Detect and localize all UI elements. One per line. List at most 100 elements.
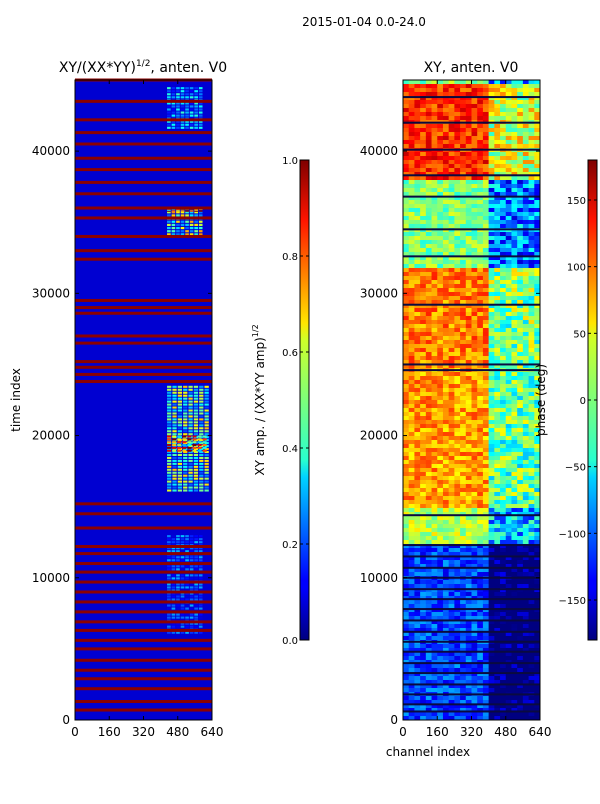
heatmap-cell (522, 644, 530, 649)
heatmap-cell (431, 556, 438, 561)
heatmap-cell (414, 716, 421, 721)
heatmap-cell (528, 392, 535, 397)
heatmap-cell (425, 584, 433, 589)
x-tick-label: 480 (494, 725, 517, 739)
heatmap-cell (454, 316, 461, 321)
heatmap-cell (414, 396, 421, 401)
heatmap-cell (482, 528, 490, 533)
heatmap-cell (408, 356, 415, 361)
heatmap-cell (482, 716, 490, 721)
heatmap-cell (528, 248, 535, 253)
heatmap-cell (500, 232, 507, 237)
heatmap-cell (414, 100, 421, 105)
heatmap-cell (180, 111, 185, 114)
heatmap-cell (517, 456, 524, 461)
heatmap-cell (477, 204, 484, 209)
heatmap-cell (505, 356, 512, 361)
heatmap-cell (425, 372, 433, 377)
heatmap-cell (500, 384, 507, 389)
heatmap-cell (171, 595, 176, 598)
heatmap-cell (500, 644, 507, 649)
heatmap-cell (534, 484, 541, 489)
flagged-row (75, 131, 212, 135)
heatmap-cell (420, 496, 427, 501)
heatmap-cell (505, 380, 512, 385)
heatmap-cell (471, 168, 478, 173)
heatmap-cell (425, 600, 433, 605)
heatmap-cell (188, 453, 193, 456)
heatmap-cell (425, 504, 433, 509)
heatmap-cell (420, 168, 427, 173)
heatmap-cell (517, 196, 524, 201)
heatmap-cell (465, 124, 472, 129)
heatmap-cell (408, 196, 415, 201)
heatmap-cell (185, 214, 189, 217)
heatmap-cell (437, 400, 444, 405)
heatmap-cell (437, 272, 444, 277)
heatmap-cell (167, 595, 171, 598)
heatmap-cell (500, 108, 507, 113)
heatmap-cell (408, 572, 415, 577)
heatmap-cell (488, 696, 495, 701)
heatmap-cell (185, 541, 189, 544)
heatmap-cell (494, 568, 501, 573)
heatmap-cell (511, 292, 518, 297)
heatmap-cell (477, 512, 484, 517)
heatmap-cell (194, 595, 198, 598)
heatmap-cell (477, 436, 484, 441)
heatmap-cell (199, 415, 204, 418)
heatmap-cell (408, 512, 415, 517)
heatmap-cell (189, 120, 194, 123)
heatmap-cell (505, 512, 512, 517)
heatmap-cell (194, 565, 198, 568)
heatmap-cell (448, 220, 455, 225)
heatmap-cell (460, 500, 467, 505)
heatmap-cell (454, 140, 461, 145)
heatmap-cell (465, 432, 472, 437)
heatmap-cell (482, 592, 490, 597)
heatmap-cell (460, 552, 467, 557)
heatmap-cell (477, 316, 484, 321)
heatmap-cell (420, 464, 427, 469)
heatmap-cell (199, 424, 204, 427)
heatmap-cell (482, 440, 490, 445)
amplitude-y-axis-label: time index (9, 368, 23, 432)
heatmap-cell (403, 364, 410, 369)
heatmap-cell (425, 156, 433, 161)
heatmap-cell (522, 352, 530, 357)
heatmap-cell (488, 448, 495, 453)
heatmap-cell (431, 92, 438, 97)
heatmap-cell (425, 100, 433, 105)
heatmap-cell (431, 408, 438, 413)
heatmap-cell (505, 400, 512, 405)
heatmap-cell (460, 684, 467, 689)
heatmap-cell (425, 336, 433, 341)
heatmap-cell (500, 636, 507, 641)
heatmap-cell (465, 144, 472, 149)
heatmap-cell (528, 648, 535, 653)
heatmap-cell (431, 256, 438, 261)
heatmap-cell (471, 152, 478, 157)
heatmap-cell (471, 696, 478, 701)
heatmap-cell (465, 388, 472, 393)
heatmap-cell (425, 268, 433, 273)
heatmap-cell (454, 448, 461, 453)
heatmap-cell (198, 586, 203, 589)
heatmap-cell (198, 87, 203, 90)
heatmap-cell (420, 476, 427, 481)
heatmap-cell (431, 540, 438, 545)
heatmap-cell (437, 572, 444, 577)
heatmap-cell (425, 188, 433, 193)
heatmap-cell (488, 536, 495, 541)
heatmap-cell (500, 556, 507, 561)
heatmap-cell (511, 240, 518, 245)
heatmap-cell (408, 116, 415, 121)
heatmap-cell (505, 552, 512, 557)
heatmap-cell (534, 664, 541, 669)
heatmap-cell (414, 656, 421, 661)
heatmap-cell (425, 264, 433, 269)
heatmap-cell (414, 608, 421, 613)
heatmap-cell (494, 684, 501, 689)
heatmap-cell (494, 308, 501, 313)
